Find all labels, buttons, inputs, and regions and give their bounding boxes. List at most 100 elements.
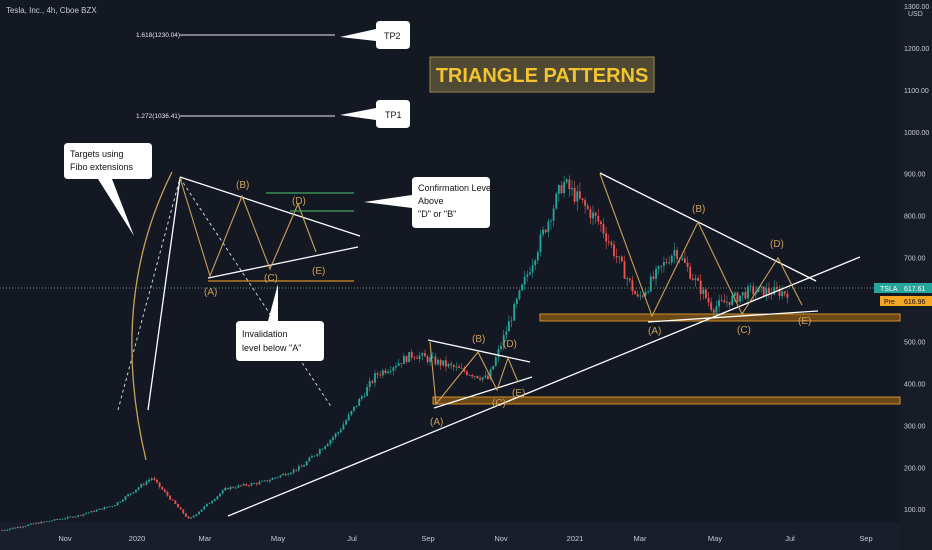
- tp2-callout: [340, 21, 410, 49]
- candle-body: [431, 356, 434, 358]
- candle-body: [32, 523, 35, 525]
- candle-body: [644, 291, 647, 296]
- candle-body: [106, 507, 108, 508]
- candle-body: [161, 486, 164, 490]
- t2020-label-c: (C): [492, 398, 506, 409]
- candle-body: [489, 369, 492, 380]
- candle-body: [211, 501, 214, 504]
- confirmation-callout: [364, 177, 490, 228]
- candle-body: [171, 499, 174, 501]
- candle-body: [103, 507, 106, 510]
- candle-body: [245, 483, 248, 486]
- x-axis-strip: [0, 522, 900, 550]
- pre-badge: [880, 296, 900, 306]
- candle-body: [665, 262, 668, 263]
- theory-triangle: (B) (D) (A) (C) (E): [117, 171, 361, 461]
- ticker-badge: [874, 283, 900, 293]
- candle-body: [219, 493, 221, 497]
- candle-body: [255, 483, 258, 485]
- x-tick-label: Mar: [199, 534, 212, 543]
- t2020-lower-line: [433, 376, 533, 409]
- targets-text: Targets using Fibo extensions: [70, 149, 134, 172]
- invalidation-text-line-2: level below "A": [242, 343, 301, 353]
- candle-body: [455, 366, 458, 368]
- candle-body: [718, 300, 720, 307]
- candle-body: [374, 373, 376, 383]
- candle-body: [261, 481, 263, 482]
- candle-body: [641, 295, 644, 297]
- candle-body: [216, 496, 219, 500]
- candle-body: [282, 473, 284, 476]
- candle-body: [124, 496, 127, 500]
- candle-body: [770, 293, 773, 295]
- candle-body: [563, 182, 566, 194]
- tp2-label: TP2: [384, 31, 401, 41]
- candle-body: [121, 499, 124, 502]
- candle-body: [618, 256, 621, 258]
- candle-body: [334, 433, 337, 438]
- candle-body: [557, 185, 560, 194]
- candle-body: [174, 500, 177, 505]
- candle-body: [447, 363, 450, 367]
- candle-body: [660, 265, 663, 267]
- candle-body: [781, 291, 784, 297]
- candle-body: [460, 367, 463, 369]
- candle-body: [731, 296, 734, 306]
- candle-body: [466, 371, 468, 375]
- candle-body: [697, 278, 699, 281]
- candle-body: [366, 387, 369, 396]
- candle-body: [45, 521, 48, 522]
- candle-body: [429, 357, 432, 363]
- candle-body: [237, 485, 240, 488]
- candle-body: [655, 268, 657, 279]
- candle-body: [158, 482, 161, 487]
- candle-body: [484, 375, 487, 378]
- x-tick-label: Jul: [785, 534, 795, 543]
- triangle-2020: (A) (B) (C) (D) (E): [427, 334, 533, 428]
- invalidation-text: Invalidation level below "A": [242, 329, 301, 353]
- candle-body: [56, 519, 59, 520]
- candle-body: [135, 489, 137, 493]
- candle-body: [221, 490, 224, 494]
- candle-body: [712, 309, 715, 313]
- candle-body: [156, 479, 158, 483]
- candle-body: [602, 224, 605, 234]
- candle-body: [715, 306, 718, 313]
- candle-body: [762, 286, 765, 297]
- x-tick-label: Jul: [347, 534, 357, 543]
- t2021-label-d: (D): [770, 239, 784, 250]
- candle-body: [437, 359, 439, 365]
- candle-body: [400, 363, 403, 365]
- x-tick-label: 2021: [567, 534, 584, 543]
- candle-body: [195, 514, 198, 516]
- candle-body: [636, 294, 639, 297]
- candle-body: [303, 465, 305, 467]
- candle-body: [27, 524, 30, 526]
- candle-body: [40, 521, 43, 524]
- candle-body: [79, 515, 82, 516]
- candle-body: [783, 291, 786, 294]
- candle-body: [350, 410, 353, 415]
- candle-body: [87, 512, 90, 514]
- y-tick-label: 300.00: [904, 423, 926, 430]
- candle-body: [153, 478, 156, 480]
- candle-body: [205, 503, 208, 507]
- candle-body: [728, 301, 731, 306]
- candle-body: [410, 352, 413, 358]
- candle-body: [150, 478, 153, 480]
- candle-body: [179, 507, 182, 510]
- candle-body: [208, 503, 211, 504]
- candle-body: [773, 286, 776, 295]
- pre-label: Pre: [884, 299, 895, 306]
- y-tick-label: 700.00: [904, 256, 926, 263]
- candle-body: [775, 286, 778, 290]
- candle-body: [308, 457, 311, 462]
- candle-body: [723, 300, 726, 303]
- candle-body: [332, 437, 334, 440]
- theory-label-d: (D): [292, 196, 306, 207]
- candle-body: [500, 345, 502, 350]
- candle-body: [184, 513, 187, 517]
- candle-body: [345, 420, 348, 425]
- confirmation-text: Confirmation Levels. Above "D" or "B": [418, 183, 503, 219]
